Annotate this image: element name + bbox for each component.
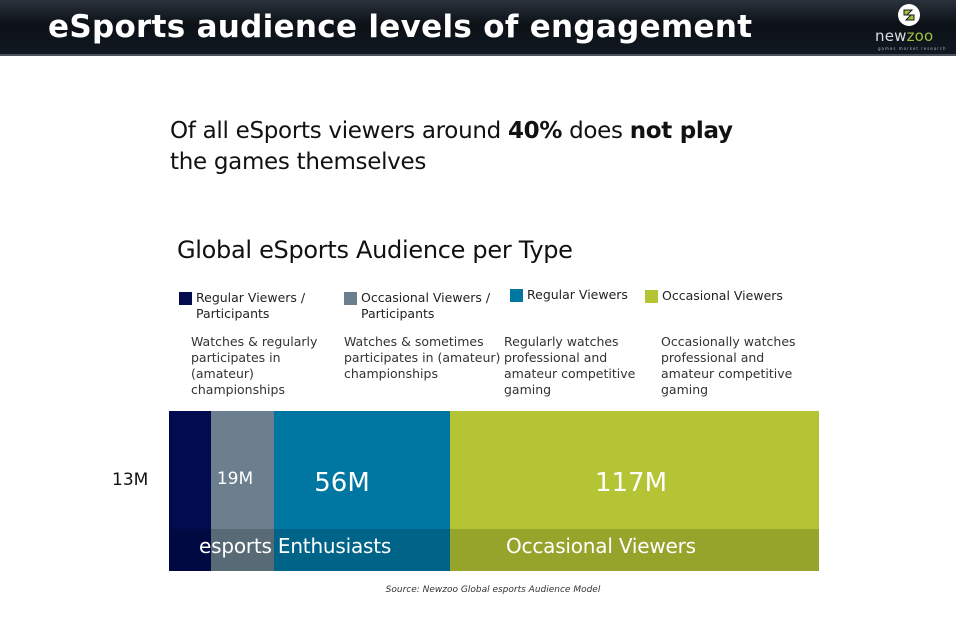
legend-label: Occasional Viewers [662,288,783,303]
bar-segment-occasional-viewers [450,411,819,571]
bar-segment-regular-participants [169,411,211,571]
legend-label: Occasional Viewers / Participants [361,290,491,321]
stacked-bar: 19M 56M 117M esports Enthusiasts Occasio… [169,411,819,571]
logo-tagline: games market research [878,46,947,51]
legend-label: Regular Viewers / Participants [196,290,306,321]
value-label-regular-participants: 13M [112,470,149,490]
newzoo-logo: newzoo games market research [872,3,948,53]
source-note: Source: Newzoo Global esports Audience M… [385,585,601,595]
headline: Of all eSports viewers around 40% does n… [170,118,733,175]
value-label-occasional-participants: 19M [216,469,254,489]
legend-swatch [344,292,357,305]
header-banner: eSports audience levels of engagement ne… [0,0,956,56]
legend-description: Occasionally watches professional and amat… [661,334,796,397]
legend-description: Regularly watches professional and amateur… [504,334,636,397]
legend-swatch [510,289,523,302]
legend-swatch [645,290,658,303]
logo-wordmark: newzoo [875,27,934,45]
value-label-occasional-viewers: 117M [594,468,668,498]
group-label-enthusiasts: esports Enthusiasts [199,534,392,558]
value-label-regular-viewers: 56M [314,468,370,498]
page-title: eSports audience levels of engagement [48,9,753,45]
legend-swatch [179,292,192,305]
legend-label: Regular Viewers [527,287,628,302]
group-band-enthusiasts [169,529,450,571]
group-band-occasional [450,529,819,571]
bar-segment-occasional-participants [211,411,274,571]
bar-segment-regular-viewers [274,411,450,571]
legend-description: Watches & regularly participates in (amate… [191,334,318,397]
logo-mark-icon [898,4,920,26]
legend-description: Watches & sometimes participates in (amat… [344,334,501,381]
chart-title: Global eSports Audience per Type [177,236,573,264]
group-label-occasional: Occasional Viewers [506,534,696,558]
